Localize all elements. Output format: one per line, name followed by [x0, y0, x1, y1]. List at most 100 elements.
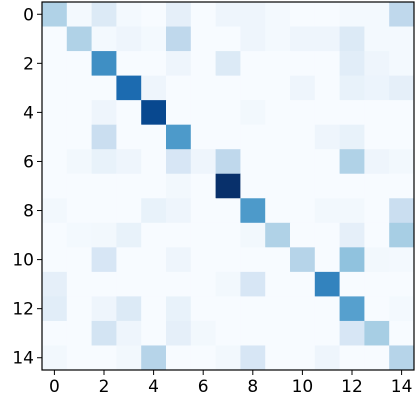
- heatmap-cell: [66, 222, 92, 248]
- heatmap-cell: [265, 75, 291, 101]
- heatmap-cell: [240, 198, 266, 224]
- heatmap-cell: [265, 345, 291, 371]
- heatmap-cell: [364, 198, 390, 224]
- heatmap-cell: [265, 247, 291, 273]
- heatmap-cell: [364, 51, 390, 76]
- heatmap-cell: [265, 51, 291, 76]
- heatmap-cell: [166, 149, 192, 175]
- heatmap-cell: [66, 247, 92, 273]
- heatmap-cell: [364, 296, 390, 322]
- heatmap-cell: [42, 198, 68, 224]
- heatmap-cell: [66, 271, 92, 297]
- heatmap-cell: [314, 75, 340, 101]
- heatmap-cell: [66, 124, 92, 150]
- x-tick-label: 12: [341, 377, 363, 397]
- heatmap-cell: [116, 345, 142, 371]
- heatmap-cell: [66, 320, 92, 346]
- heatmap-cell: [166, 345, 192, 371]
- heatmap-cell: [215, 198, 241, 224]
- heatmap-cell: [364, 26, 390, 52]
- heatmap-cell: [42, 51, 68, 76]
- heatmap-cell: [364, 320, 390, 346]
- heatmap-cell: [141, 26, 167, 52]
- heatmap-cell: [314, 173, 340, 199]
- heatmap-cell: [42, 247, 68, 273]
- heatmap-cell: [339, 198, 365, 224]
- heatmap-cell: [141, 124, 167, 150]
- heatmap-cell: [265, 198, 291, 224]
- heatmap-cell: [339, 320, 365, 346]
- heatmap-cell: [389, 247, 415, 273]
- heatmap-cell: [190, 173, 216, 199]
- heatmap-cell: [91, 173, 117, 199]
- heatmap-cell: [314, 26, 340, 52]
- heatmap-cell: [91, 271, 117, 297]
- x-tick-label: 10: [292, 377, 314, 397]
- heatmap-cell: [141, 345, 167, 371]
- heatmap-cell: [91, 296, 117, 322]
- heatmap-cell: [290, 247, 316, 273]
- heatmap-cell: [215, 222, 241, 248]
- heatmap-cell: [290, 320, 316, 346]
- heatmap-cell: [91, 320, 117, 346]
- heatmap-cell: [190, 2, 216, 27]
- heatmap-cell: [240, 247, 266, 273]
- heatmap-cell: [166, 26, 192, 52]
- y-tick-label: 0: [23, 5, 34, 25]
- heatmap-cell: [339, 173, 365, 199]
- heatmap-cell: [116, 296, 142, 322]
- heatmap-cell: [389, 296, 415, 322]
- heatmap-cell: [42, 271, 68, 297]
- heatmap-cell: [166, 100, 192, 126]
- heatmap-cell: [339, 26, 365, 52]
- heatmap-cell: [265, 149, 291, 175]
- heatmap-cell: [240, 26, 266, 52]
- heatmap-cell: [265, 222, 291, 248]
- heatmap-cell: [240, 173, 266, 199]
- heatmap-cell: [290, 222, 316, 248]
- heatmap-cell: [389, 75, 415, 101]
- heatmap-cell: [141, 2, 167, 27]
- heatmap-cell: [215, 26, 241, 52]
- heatmap-cell: [42, 100, 68, 126]
- heatmap-cell: [66, 149, 92, 175]
- heatmap-cell: [290, 345, 316, 371]
- heatmap-cell: [290, 100, 316, 126]
- heatmap-cell: [166, 173, 192, 199]
- heatmap-cell: [190, 124, 216, 150]
- heatmap-cell: [141, 198, 167, 224]
- heatmap-cell: [314, 51, 340, 76]
- heatmap-cell: [42, 345, 68, 371]
- heatmap-cell: [66, 51, 92, 76]
- heatmap-cell: [389, 173, 415, 199]
- heatmap-cell: [215, 271, 241, 297]
- heatmap-cell: [290, 198, 316, 224]
- heatmap-cell: [364, 345, 390, 371]
- heatmap-cell: [265, 271, 291, 297]
- heatmap-cell: [190, 345, 216, 371]
- heatmap-cell: [190, 271, 216, 297]
- heatmap-cell: [215, 320, 241, 346]
- heatmap-cell: [265, 124, 291, 150]
- heatmap-cell: [42, 124, 68, 150]
- heatmap-cell: [314, 2, 340, 27]
- x-tick-label: 2: [99, 377, 110, 397]
- heatmap-cell: [389, 271, 415, 297]
- heatmap-cell: [215, 124, 241, 150]
- heatmap-cell: [190, 222, 216, 248]
- heatmap-cell: [190, 247, 216, 273]
- heatmap-cell: [42, 222, 68, 248]
- heatmap-cell: [290, 271, 316, 297]
- heatmap-cell: [364, 124, 390, 150]
- heatmap-cell: [290, 26, 316, 52]
- heatmap-cell: [290, 51, 316, 76]
- heatmap-cell: [215, 247, 241, 273]
- heatmap-cell: [116, 149, 142, 175]
- heatmap-cell: [166, 247, 192, 273]
- heatmap-cell: [339, 51, 365, 76]
- heatmap-cell: [364, 173, 390, 199]
- y-tick-label: 10: [12, 251, 34, 271]
- heatmap-cell: [91, 198, 117, 224]
- heatmap-cell: [166, 198, 192, 224]
- heatmap-cell: [265, 2, 291, 27]
